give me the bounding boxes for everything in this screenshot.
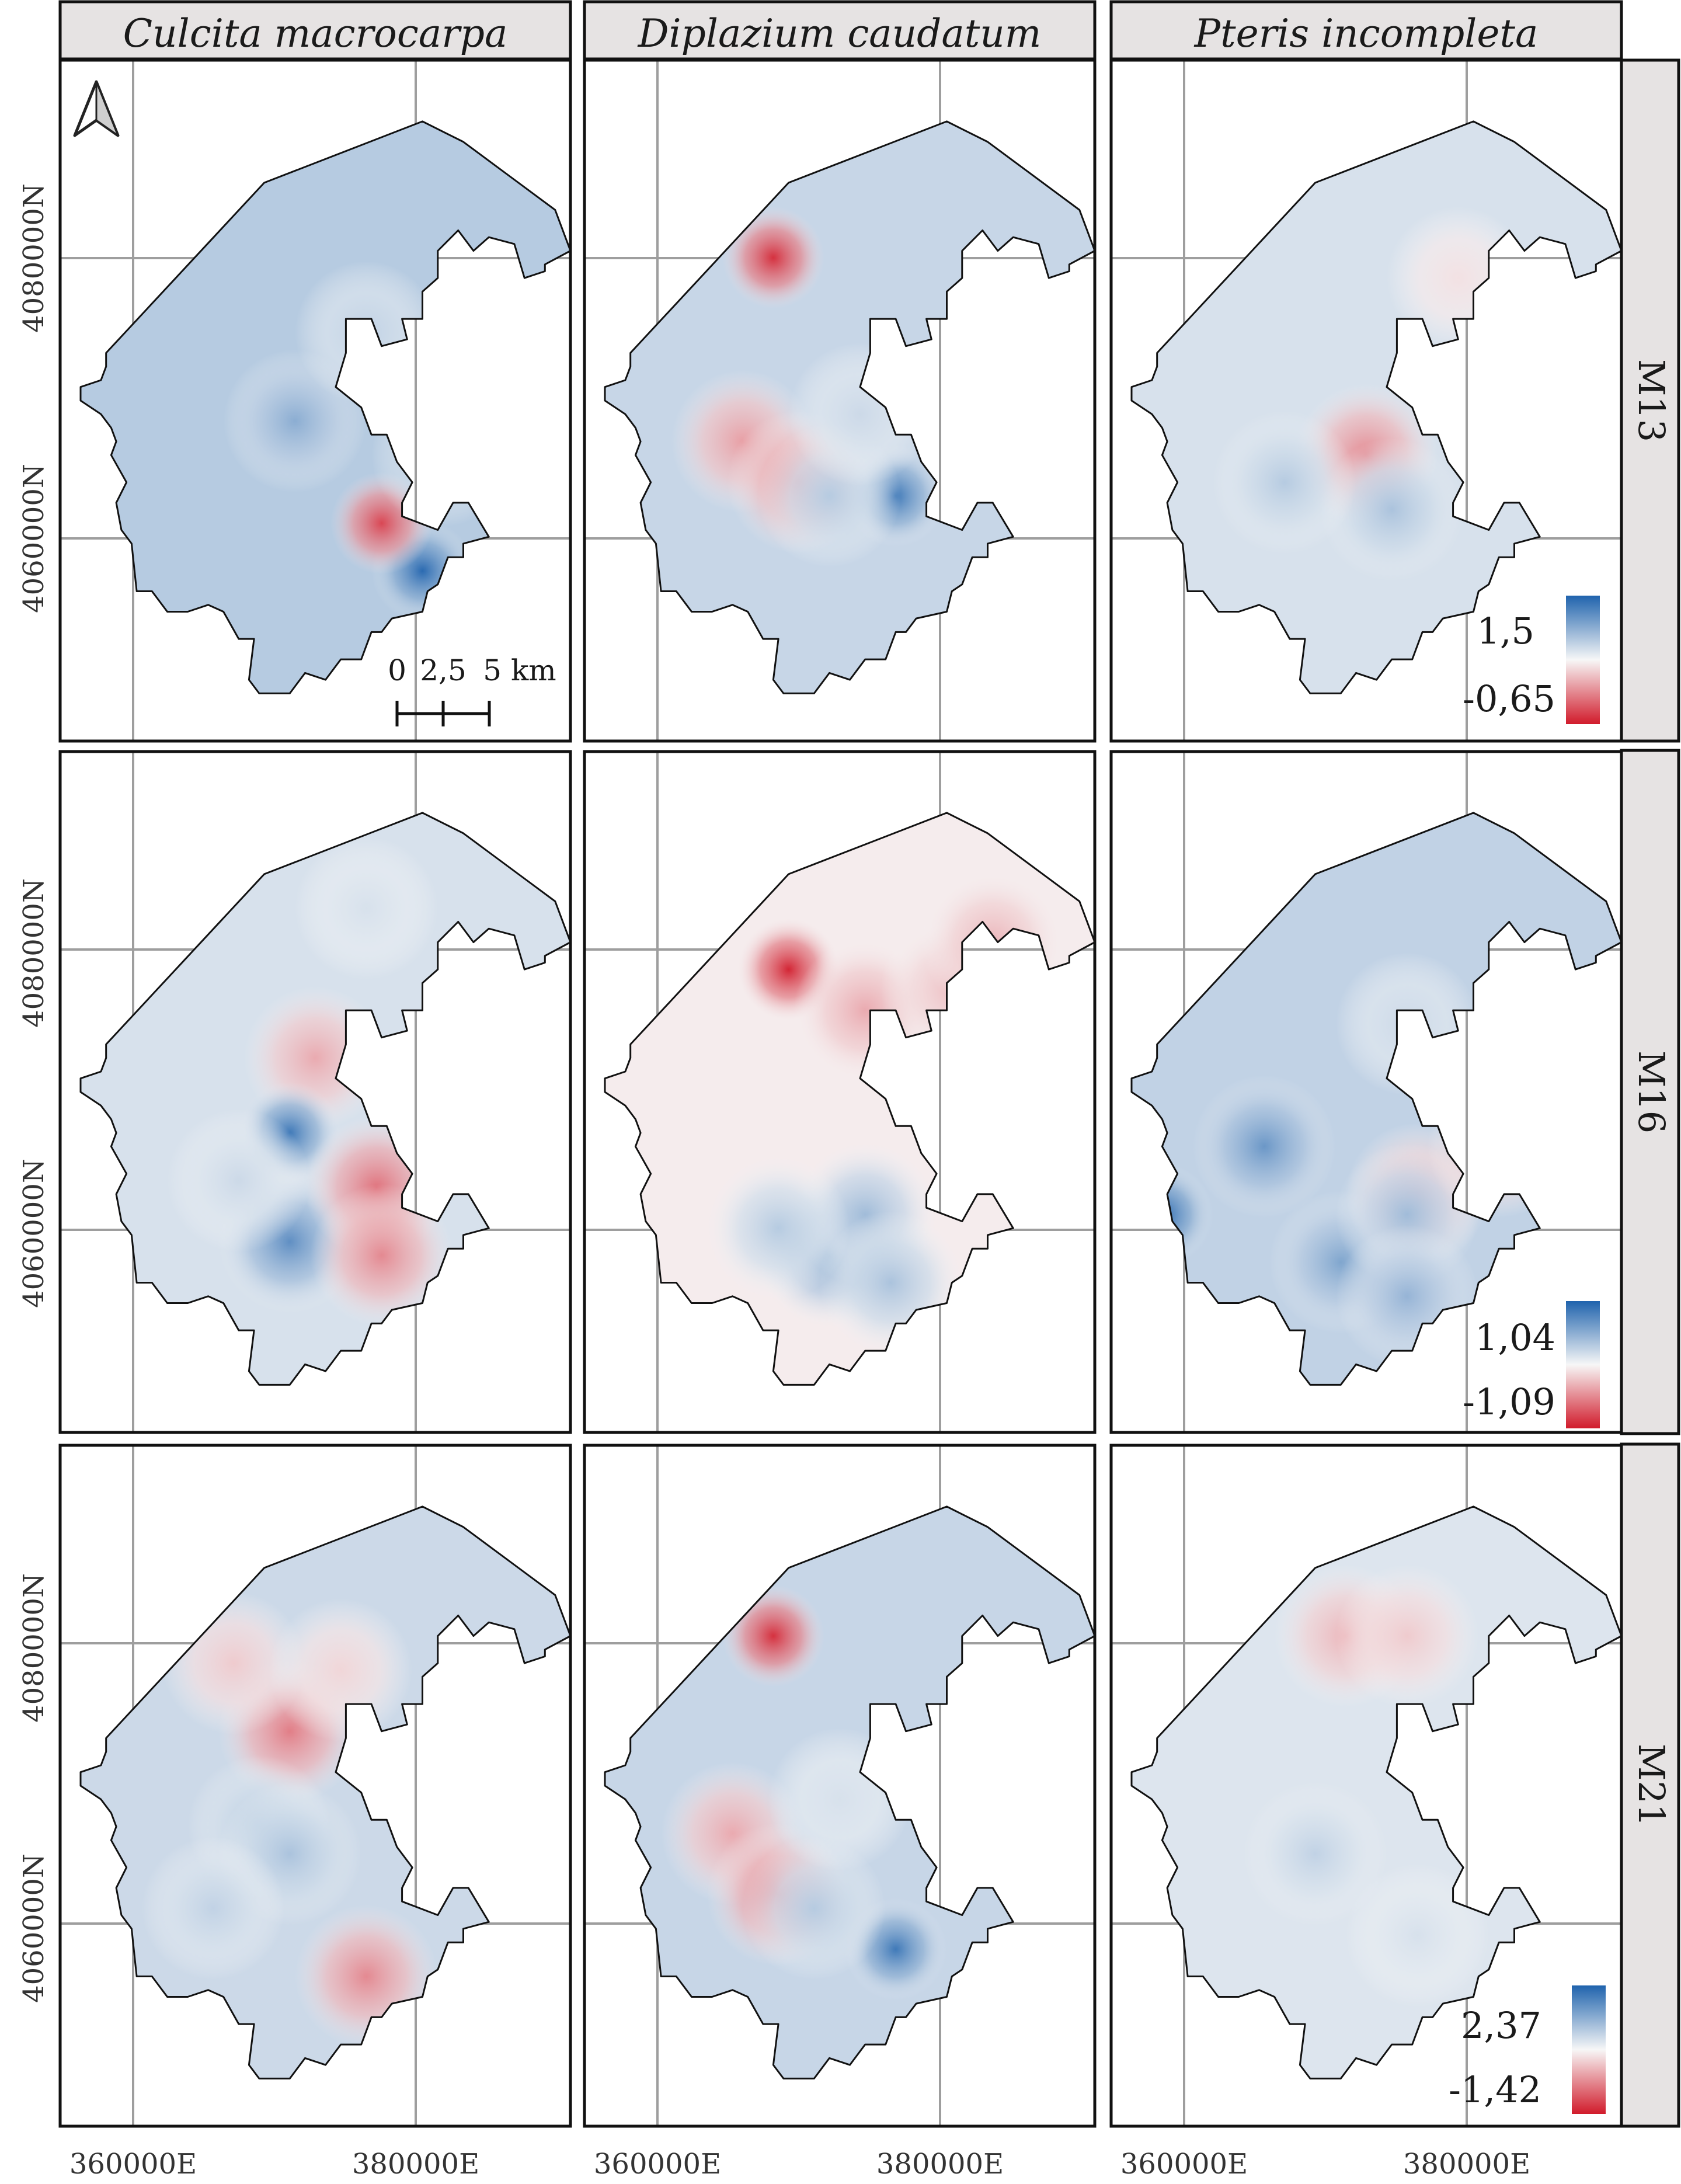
x-tick-label: 380000E xyxy=(1403,2148,1530,2180)
panel-frame xyxy=(58,750,572,1434)
legend-min: -1,42 xyxy=(1449,2068,1541,2111)
column-header-culcita: Culcita macrocarpa xyxy=(58,0,572,61)
legend-min: -0,65 xyxy=(1463,677,1555,720)
value-hotspot xyxy=(310,1184,453,1327)
scale-bar: 0 2,5 5 km xyxy=(388,653,556,726)
panel-frame xyxy=(58,1444,572,2128)
map-panel xyxy=(583,58,1097,743)
map-panel xyxy=(1109,58,1623,743)
study-area-outline xyxy=(79,1505,572,2079)
legend-max: 2,37 xyxy=(1461,2004,1541,2047)
row-labels: M13 M16 M21 xyxy=(1620,58,1680,2128)
study-area-outline xyxy=(1130,1505,1623,2079)
map-panels xyxy=(58,58,1623,2128)
legend-min: -1,09 xyxy=(1463,1380,1555,1423)
raster-surface xyxy=(605,1506,1095,2079)
y-tick-label: 4060000N xyxy=(18,464,50,613)
north-arrow-icon xyxy=(73,80,120,137)
legend-colorbar xyxy=(1566,596,1600,724)
value-hotspot xyxy=(1192,1074,1336,1218)
panel-frame xyxy=(583,58,1097,743)
map-panel xyxy=(583,750,1097,1434)
legends: 1,5 -0,65 1,04 -1,09 2,37 -1,42 xyxy=(1449,596,1606,2114)
column-title: Culcita macrocarpa xyxy=(123,11,508,56)
column-title: Diplazium caudatum xyxy=(638,11,1042,56)
legend-m13: 1,5 -0,65 xyxy=(1463,596,1600,724)
row-label-m21: M21 xyxy=(1620,1442,1680,2128)
legend-m16: 1,04 -1,09 xyxy=(1463,1301,1600,1428)
value-hotspot xyxy=(295,836,438,980)
value-hotspot xyxy=(706,1156,850,1300)
panel-frame xyxy=(1109,1444,1623,2128)
y-tick-label: 4080000N xyxy=(18,1573,50,1723)
scale-bar-label: 2,5 xyxy=(420,653,467,687)
row-title: M21 xyxy=(1630,1744,1673,1827)
legend-max: 1,5 xyxy=(1477,610,1534,652)
value-hotspot xyxy=(1213,411,1356,554)
y-tick-label: 4080000N xyxy=(18,183,50,333)
panel-frame xyxy=(1109,58,1623,743)
panel-frame xyxy=(583,750,1097,1434)
map-panel xyxy=(1109,750,1623,1434)
row-label-m13: M13 xyxy=(1620,58,1680,743)
scale-bar-label: 5 km xyxy=(483,653,556,687)
column-header-pteris: Pteris incompleta xyxy=(1109,0,1623,61)
value-hotspot xyxy=(722,206,824,309)
panel-frame xyxy=(1109,750,1623,1434)
column-headers: Culcita macrocarpa Diplazium caudatum Pt… xyxy=(58,0,1623,61)
value-hotspot xyxy=(141,1837,285,1980)
map-panel xyxy=(58,750,572,1434)
y-tick-label: 4080000N xyxy=(18,878,50,1028)
column-title: Pteris incompleta xyxy=(1194,11,1539,56)
x-axis: 360000E 380000E 360000E 380000E 360000E … xyxy=(69,2148,1530,2180)
x-tick-label: 380000E xyxy=(352,2148,479,2180)
y-axis: 4080000N 4060000N 4080000N 4060000N 4080… xyxy=(18,183,50,2003)
row-title: M13 xyxy=(1630,359,1673,442)
value-hotspot xyxy=(1335,1564,1479,1707)
x-tick-label: 360000E xyxy=(594,2148,721,2180)
panel-frame xyxy=(58,58,572,743)
map-panel xyxy=(583,1444,1097,2128)
column-header-diplazium: Diplazium caudatum xyxy=(583,0,1097,61)
x-tick-label: 360000E xyxy=(69,2148,197,2180)
row-title: M16 xyxy=(1630,1051,1673,1133)
legend-colorbar xyxy=(1566,1301,1600,1428)
study-area-outline xyxy=(1130,812,1623,1386)
value-hotspot xyxy=(167,1109,311,1252)
study-area-outline xyxy=(1130,120,1623,694)
legend-m21: 2,37 -1,42 xyxy=(1449,1985,1606,2114)
study-area-outline xyxy=(604,120,1096,694)
y-tick-label: 4060000N xyxy=(18,1159,50,1308)
map-panel xyxy=(58,58,572,743)
legend-max: 1,04 xyxy=(1475,1316,1555,1359)
study-area-outline xyxy=(79,812,572,1386)
value-hotspot xyxy=(1244,1782,1387,1925)
legend-colorbar xyxy=(1572,1985,1606,2114)
scale-bar-label: 0 xyxy=(388,653,406,687)
panel-frame xyxy=(583,1444,1097,2128)
study-area-outline xyxy=(604,812,1096,1386)
y-tick-label: 4060000N xyxy=(18,1853,50,2003)
study-area-outline xyxy=(79,120,572,694)
map-panel xyxy=(1109,1444,1623,2128)
value-hotspot xyxy=(1320,438,1464,581)
map-panel xyxy=(58,1444,572,2128)
value-hotspot xyxy=(269,1598,413,1742)
x-tick-label: 360000E xyxy=(1120,2148,1248,2180)
row-label-m16: M16 xyxy=(1620,749,1680,1435)
x-tick-label: 380000E xyxy=(876,2148,1004,2180)
value-hotspot xyxy=(742,1837,886,1980)
study-area-outline xyxy=(604,1505,1096,2079)
